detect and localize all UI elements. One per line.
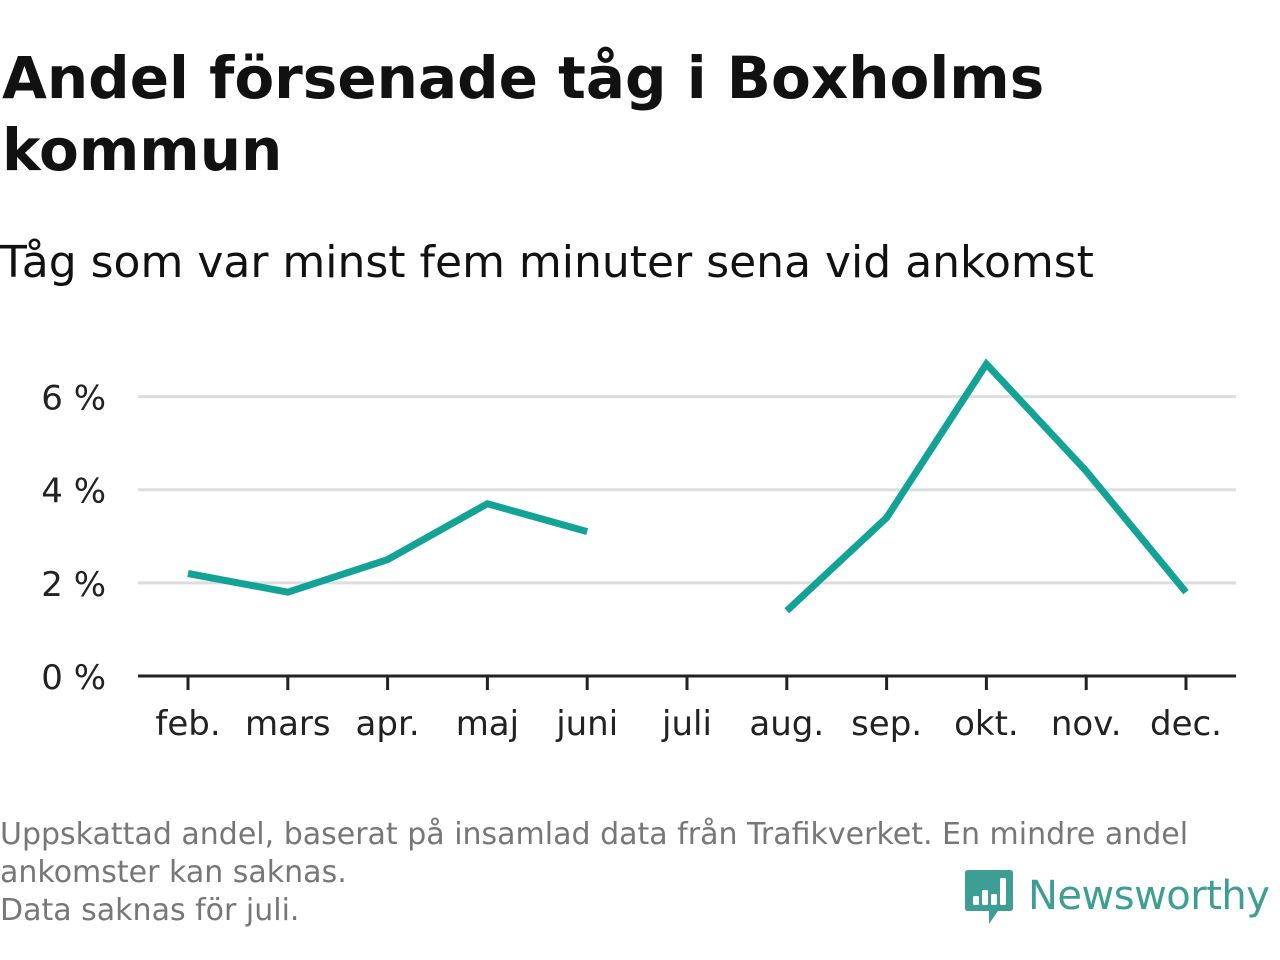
x-tick-label: juni (555, 704, 618, 744)
brand-name: Newsworthy (1028, 873, 1270, 919)
newsworthy-logo-icon (965, 870, 1013, 924)
x-tick-label: feb. (155, 704, 220, 744)
y-tick-label: 4 % (41, 472, 106, 512)
y-tick-label: 6 % (41, 379, 106, 419)
chart-subtitle: Tåg som var minst fem minuter sena vid a… (0, 237, 1094, 288)
x-tick-label: juli (661, 704, 712, 744)
footnote-line-1: Uppskattad andel, baserat på insamlad da… (0, 817, 1189, 852)
chart-title: Andel försenade tåg i Boxholms kommun (2, 44, 1045, 184)
x-tick-label: nov. (1051, 704, 1122, 744)
x-tick-label: dec. (1150, 704, 1222, 744)
x-tick-label: apr. (356, 704, 420, 744)
line-chart: 0 % 2 % 4 % 6 % feb. mars apr. maj juni juli aug. s… (41, 358, 1236, 744)
x-tick-label: sep. (851, 704, 922, 744)
y-tick-label: 2 % (41, 565, 106, 605)
x-tick-label: okt. (954, 704, 1019, 744)
brand-logo: Newsworthy (964, 864, 1270, 928)
footnote: Uppskattad andel, baserat på insamlad da… (0, 816, 1270, 930)
y-tick-label: 0 % (41, 658, 106, 698)
footnote-line-3: Data saknas för juli. (0, 893, 300, 928)
series-line (187, 499, 589, 596)
x-tick-label: aug. (749, 704, 824, 744)
x-tick-label: maj (456, 704, 519, 744)
series-line (784, 358, 1189, 614)
footnote-line-2: ankomster kan saknas. (0, 855, 347, 890)
x-tick-label: mars (245, 704, 331, 744)
